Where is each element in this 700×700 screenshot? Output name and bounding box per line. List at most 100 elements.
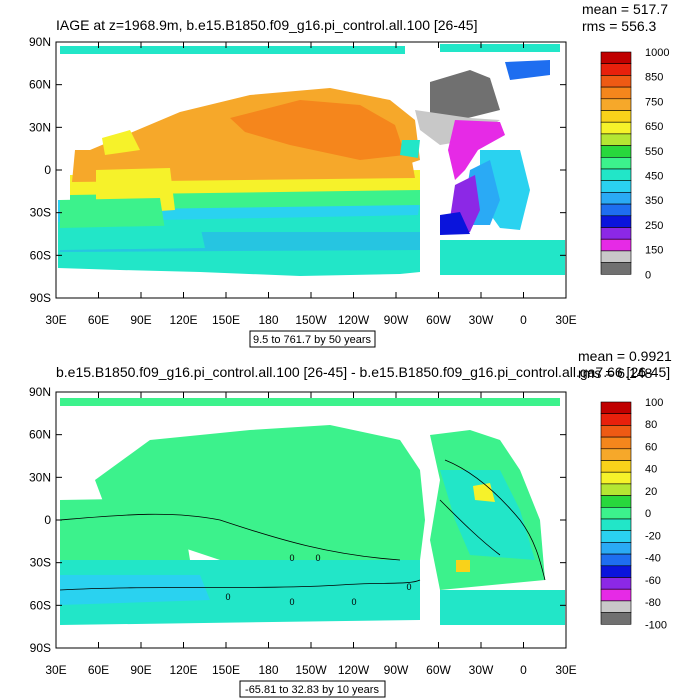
colorbar-swatch — [600, 157, 632, 170]
x-tick-label: 90W — [384, 663, 409, 677]
x-tick-label: 60E — [88, 663, 109, 677]
nordic-seas — [505, 60, 550, 80]
y-tick-label: 0 — [44, 513, 51, 527]
panel2-y-axis: 90N 60N 30N 0 30S 60S 90S — [29, 385, 566, 655]
colorbar-swatch — [600, 448, 632, 461]
panel1-colorbar: 1000 850 750 650 550 450 350 250 150 0 — [600, 47, 669, 281]
colorbar-swatch — [600, 506, 632, 520]
colorbar-swatch — [600, 262, 632, 275]
colorbar-label: -60 — [645, 575, 661, 587]
y-tick-label: 30S — [30, 556, 51, 570]
colorbar-swatch — [600, 542, 632, 555]
southern-atlantic-difference — [440, 590, 565, 625]
colorbar-label: 80 — [645, 419, 657, 431]
colorbar-swatch — [600, 530, 632, 543]
colorbar-label: 0 — [645, 269, 651, 281]
panel2-contour-labels: 0 0 0 0 0 0 — [225, 553, 411, 607]
colorbar-swatch — [600, 203, 632, 217]
colorbar-swatch — [600, 51, 632, 64]
panel2-mean: mean = 0.9921 — [578, 348, 672, 364]
arctic-band-2 — [60, 398, 560, 406]
gulf-of-mexico — [400, 140, 420, 158]
north-atlantic-deep — [430, 70, 500, 120]
colorbar-swatch — [600, 121, 632, 135]
panel1-mean: mean = 517.7 — [582, 1, 668, 17]
contour-line — [444, 459, 546, 581]
colorbar-swatch — [600, 565, 632, 578]
colorbar-label: 850 — [645, 72, 663, 84]
panel2-x-axis: 30E 60E 90E 120E 150E 180 150W 120W 90W 60W 30W 0 30… — [45, 392, 577, 677]
x-tick-label: 30E — [555, 663, 576, 677]
y-tick-label: 30S — [30, 206, 51, 220]
colorbar-swatch — [600, 413, 632, 426]
colorbar-label: 750 — [645, 96, 663, 108]
colorbar-label: 350 — [645, 195, 663, 207]
atlantic-cyan-2 — [440, 470, 535, 560]
x-tick-label: 90W — [384, 313, 409, 327]
colorbar-label: 100 — [645, 397, 663, 409]
contour-label: 0 — [406, 582, 411, 592]
colorbar-swatch — [600, 577, 632, 590]
southern-ocean-cyan-2 — [60, 575, 210, 605]
x-tick-label: 30E — [555, 313, 576, 327]
panel2-contours — [59, 459, 546, 591]
colorbar-swatch — [600, 553, 632, 567]
colorbar-label: 0 — [645, 508, 651, 520]
colorbar-swatch — [600, 250, 632, 263]
x-tick-label: 60W — [426, 663, 451, 677]
x-tick-label: 60W — [426, 313, 451, 327]
colorbar-swatch — [600, 168, 632, 181]
colorbar-swatch — [600, 75, 632, 88]
x-tick-label: 90E — [130, 663, 151, 677]
contour-label: 0 — [351, 597, 356, 607]
indian-ocean-green — [60, 198, 165, 230]
colorbar-label: 550 — [645, 146, 663, 158]
colorbar-label: 150 — [645, 245, 663, 257]
contour-line — [439, 499, 501, 556]
colorbar-swatch — [600, 495, 632, 508]
panel2-field — [60, 398, 565, 625]
y-tick-label: 60N — [29, 78, 51, 92]
x-tick-label: 90E — [130, 313, 151, 327]
panel2-title: b.e15.B1850.f09_g16.pi_control.all.100 [… — [56, 364, 670, 380]
contour-line — [59, 579, 421, 591]
contour-label: 0 — [289, 553, 294, 563]
colorbar-swatch — [600, 238, 632, 252]
indian-difference — [60, 498, 190, 570]
x-tick-label: 30W — [469, 313, 494, 327]
colorbar-swatch — [600, 192, 632, 205]
panel1-x-axis: 30E 60E 90E 120E 150E 180 150W 120W 90W 60W 30W 0 30… — [45, 42, 577, 327]
colorbar-swatch — [600, 518, 632, 531]
x-tick-label: 180 — [258, 313, 278, 327]
colorbar-label: 1000 — [645, 47, 669, 59]
x-tick-label: 180 — [258, 663, 278, 677]
colorbar-swatch — [600, 471, 632, 485]
x-tick-label: 150W — [295, 663, 327, 677]
x-tick-label: 150W — [295, 313, 327, 327]
panel2-colorbar: 100 80 60 40 20 0 -20 -40 -60 -80 -100 — [600, 397, 667, 631]
colorbar-swatch — [600, 133, 632, 146]
colorbar-label: -40 — [645, 553, 661, 565]
contour-label: 0 — [225, 592, 230, 602]
y-tick-label: 90S — [30, 291, 51, 305]
x-tick-label: 150E — [212, 313, 240, 327]
colorbar-swatch — [600, 227, 632, 240]
x-tick-label: 30W — [469, 663, 494, 677]
y-tick-label: 0 — [44, 163, 51, 177]
colorbar-swatch — [600, 145, 632, 158]
colorbar-label: -20 — [645, 530, 661, 542]
x-tick-label: 0 — [520, 313, 527, 327]
y-tick-label: 60S — [30, 598, 51, 612]
colorbar-label: 650 — [645, 121, 663, 133]
atlantic-yellow-spot — [473, 483, 495, 502]
x-tick-label: 120W — [338, 313, 370, 327]
colorbar-swatch — [600, 436, 632, 450]
southern-ocean-atlantic — [440, 240, 565, 275]
colorbar-swatch — [600, 110, 632, 123]
colorbar-label: -100 — [645, 619, 667, 631]
panel1-field — [58, 44, 565, 276]
panel2-range-box — [239, 680, 386, 698]
colorbar-swatch — [600, 600, 632, 613]
x-tick-label: 60E — [88, 313, 109, 327]
colorbar-swatch — [600, 401, 632, 414]
